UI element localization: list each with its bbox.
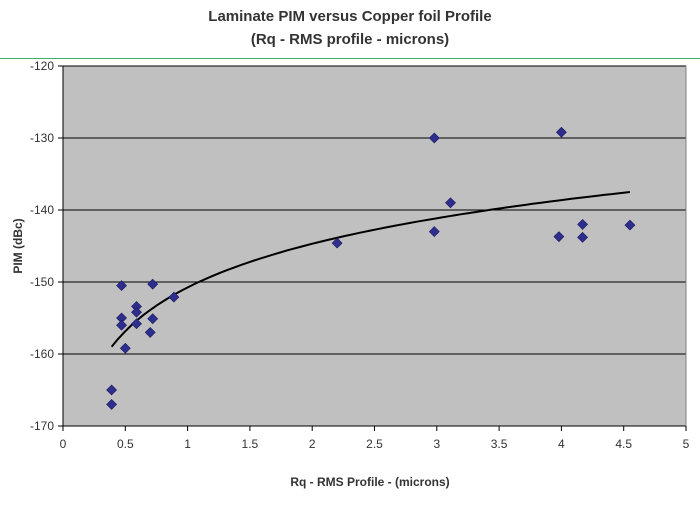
x-axis-label: Rq - RMS Profile - (microns)	[290, 475, 449, 489]
y-axis-label: PIM (dBc)	[11, 218, 25, 273]
data-point	[555, 126, 567, 138]
data-points	[106, 126, 636, 410]
data-point	[428, 226, 440, 238]
data-point	[331, 237, 343, 249]
data-point	[131, 306, 142, 318]
data-point	[116, 319, 127, 331]
x-tick-label: 1.5	[242, 437, 259, 451]
data-point	[147, 313, 159, 325]
x-tick-label: 0.5	[117, 437, 134, 451]
x-tick-label: 3	[433, 437, 440, 451]
data-point	[131, 318, 142, 330]
y-tick-label: -170	[30, 419, 54, 433]
data-point	[428, 132, 440, 144]
data-point	[106, 398, 118, 410]
x-tick-label: 1	[184, 437, 191, 451]
data-point	[147, 278, 159, 290]
x-tick-label: 2.5	[366, 437, 383, 451]
x-tick-label: 2	[309, 437, 316, 451]
y-tick-label: -150	[30, 275, 54, 289]
data-point	[577, 231, 589, 243]
data-point	[445, 197, 456, 209]
x-tick-label: 4.5	[615, 437, 632, 451]
y-tick-label: -120	[30, 59, 54, 73]
x-tick-label: 4	[558, 437, 565, 451]
y-tick-label: -160	[30, 347, 54, 361]
chart-subtitle: (Rq - RMS profile - microns)	[250, 31, 450, 48]
y-axis-ticks: -120 -130 -140 -150 -160 -170	[30, 59, 63, 433]
data-point	[553, 231, 565, 243]
x-tick-label: 5	[683, 437, 690, 451]
trendline	[110, 191, 631, 348]
x-axis-ticks: 0 0.5 1 1.5 2 2.5 3 3.5 4 4.5 5	[60, 426, 690, 451]
data-point	[144, 326, 156, 338]
plot-area	[63, 66, 686, 426]
y-tick-label: -140	[30, 203, 54, 217]
data-point	[577, 218, 589, 230]
data-point	[624, 219, 636, 231]
data-point	[168, 291, 180, 303]
data-point	[119, 342, 131, 354]
x-tick-label: 3.5	[491, 437, 508, 451]
chart-title: Laminate PIM versus Copper foil Profile	[208, 8, 492, 25]
data-point	[116, 280, 127, 292]
y-tick-label: -130	[30, 131, 54, 145]
header-divider	[0, 58, 700, 59]
data-point	[106, 384, 118, 396]
x-tick-label: 0	[60, 437, 67, 451]
